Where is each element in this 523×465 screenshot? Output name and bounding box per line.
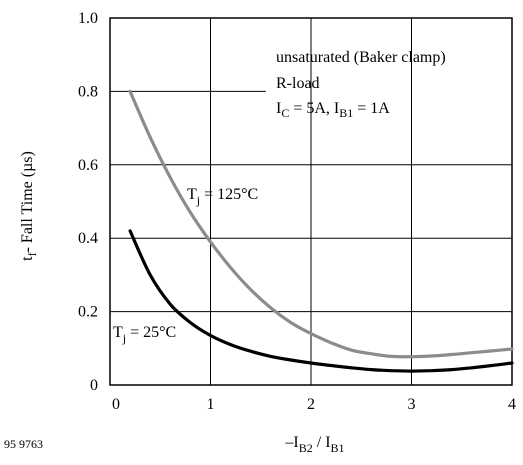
annotation-load: R-load [276,75,320,92]
series-line-25c [128,229,514,373]
x-tick-label: 4 [508,396,516,413]
series-line-125c [128,89,514,359]
figure-id: 95 9763 [4,437,43,451]
x-axis-label: –IB2 / IB1 [284,434,344,455]
y-tick-label: 0.6 [78,157,98,174]
y-tick-label: 1.0 [78,10,98,27]
y-tick-label: 0.2 [78,304,98,321]
y-axis-label: tf- Fall Time (µs) [19,151,39,261]
tick-labels: 0 1 2 3 4 0 0.2 0.4 0.6 0.8 1.0 [78,10,516,413]
series-label-125c: Tj = 125°C [187,186,258,207]
annotation-currents: IC = 5A, IB1 = 1A [276,100,390,120]
y-tick-label: 0 [90,377,98,394]
annotation-condition: unsaturated (Baker clamp) [276,49,446,66]
series-label-25c: Tj = 25°C [113,324,176,345]
x-tick-label: 0 [112,396,120,413]
y-tick-label: 0.8 [78,83,98,100]
x-tick-label: 3 [408,396,416,413]
y-tick-label: 0.4 [78,230,98,247]
plot-frame [109,17,513,386]
x-tick-label: 2 [307,396,315,413]
x-tick-label: 1 [207,396,215,413]
series-layer [128,89,514,373]
